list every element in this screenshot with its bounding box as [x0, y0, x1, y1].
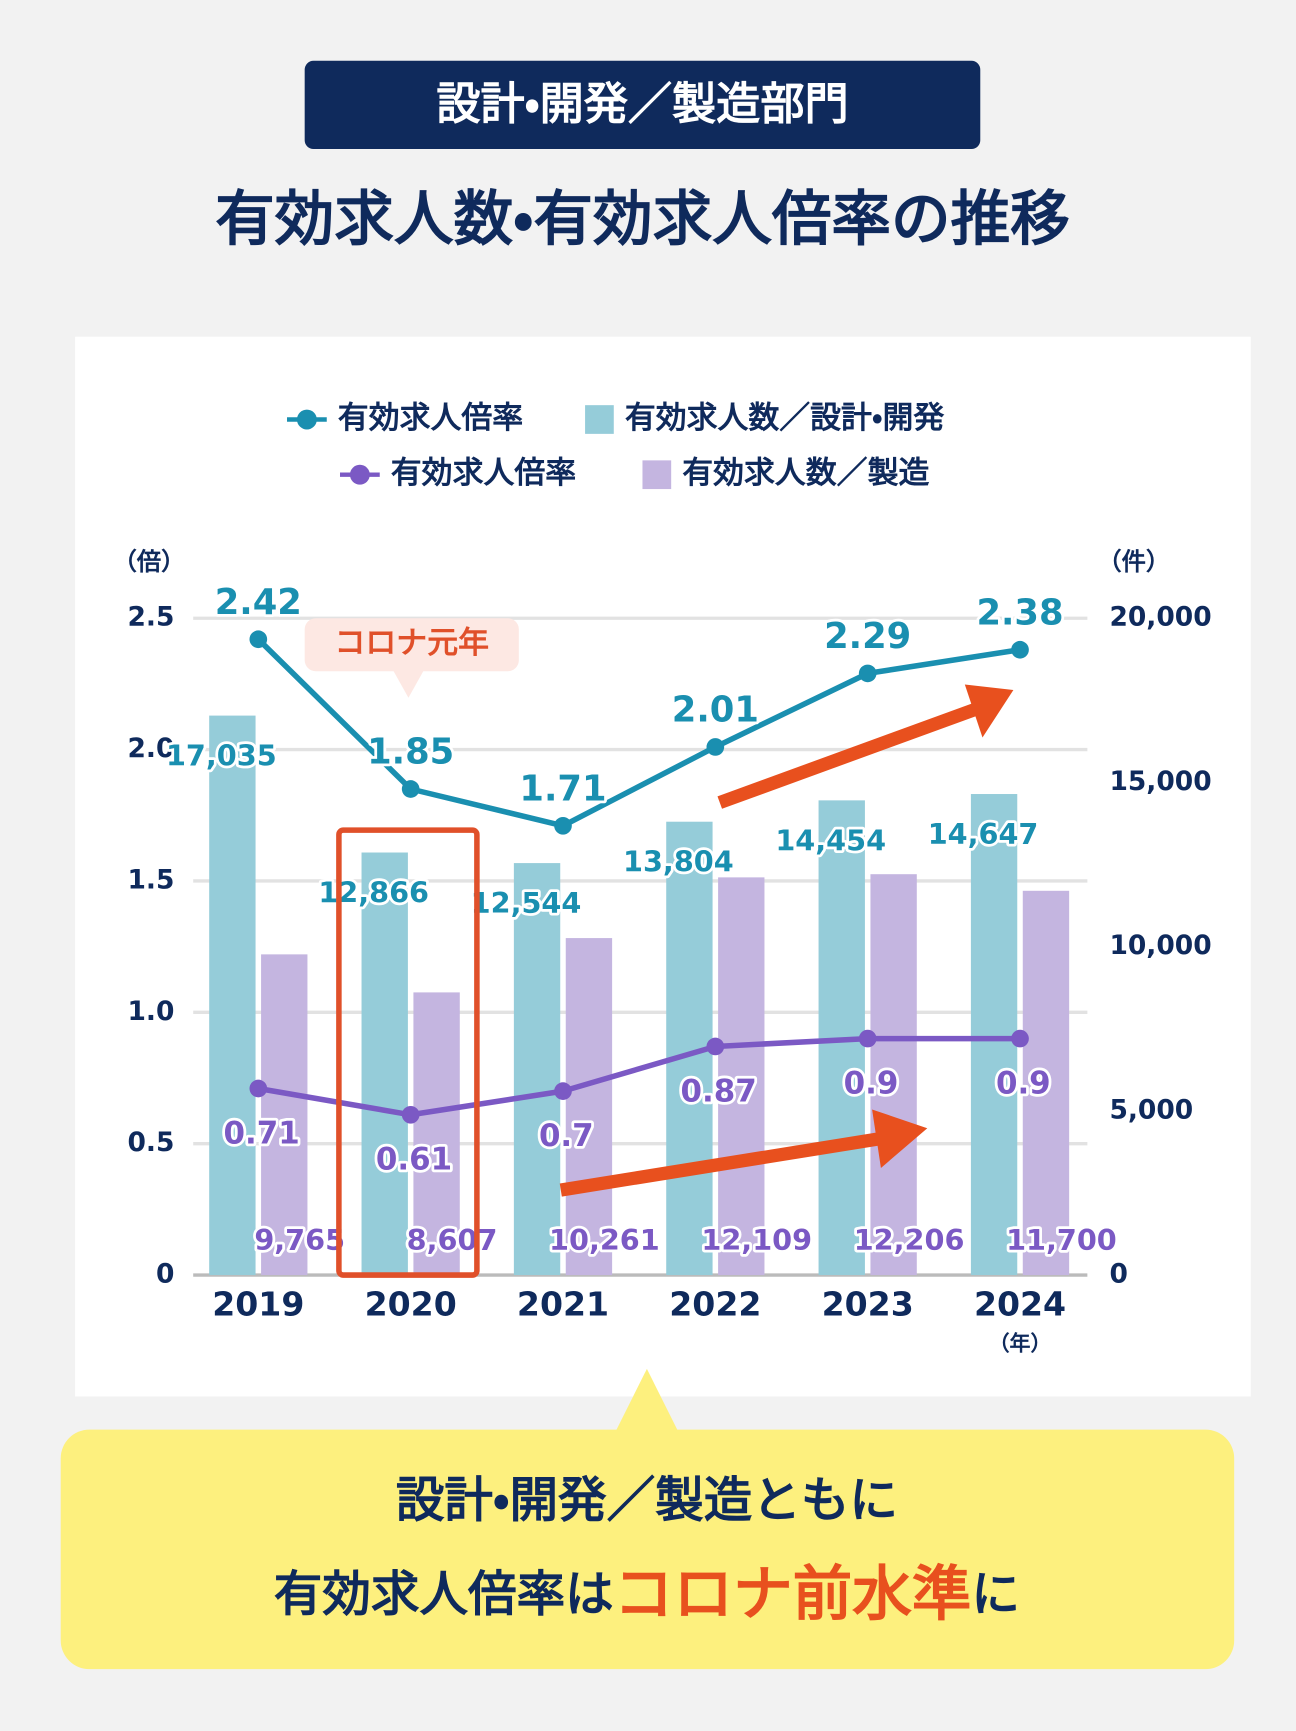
y2-tick-label: 20,000 — [1109, 602, 1211, 633]
legend-label: 有効求人倍率 — [391, 455, 576, 491]
x-tick-label: 2024 — [974, 1284, 1066, 1323]
bar-value-label: 12,866 — [318, 875, 429, 909]
bar — [513, 863, 561, 1276]
line-marker — [249, 1079, 268, 1098]
line-value-label: 0.9 — [996, 1065, 1051, 1101]
y-tick-label: 1.5 — [127, 864, 174, 895]
annotation-bubble — [304, 618, 519, 672]
legend-swatch — [642, 460, 672, 490]
annotation-pointer — [392, 670, 424, 698]
line-marker — [401, 1105, 420, 1124]
trend-arrow — [559, 1131, 885, 1197]
line-marker — [706, 1037, 725, 1056]
callout-box — [60, 1429, 1235, 1670]
bar-value-label: 10,261 — [549, 1223, 660, 1257]
highlight-box — [336, 827, 480, 1278]
line-marker — [1011, 1029, 1029, 1048]
bar-value-label: 13,804 — [623, 845, 734, 879]
y-tick-label: 2.0 — [127, 733, 174, 764]
line-value-label: 2.38 — [976, 592, 1063, 633]
y-tick-label: 2.5 — [127, 602, 174, 633]
trend-arrow-head — [872, 1109, 928, 1168]
line-marker — [1011, 640, 1029, 659]
line-value-label: 1.71 — [519, 768, 606, 809]
bar-value-label: 8,607 — [407, 1223, 498, 1257]
title: 有効求人数・有効求人倍率の推移 — [215, 186, 1070, 255]
callout-line1: 設計・開発／製造ともに — [396, 1473, 898, 1529]
y2-tick-label: 10,000 — [1109, 930, 1211, 961]
y2-tick-label: 5,000 — [1109, 1094, 1193, 1125]
trend-arrow-head — [964, 684, 1014, 738]
line-value-label: 0.9 — [844, 1065, 899, 1101]
callout-text: に — [971, 1566, 1020, 1622]
line-value-label: 0.61 — [376, 1142, 452, 1178]
x-tick-label: 2021 — [517, 1284, 609, 1323]
bar — [261, 954, 308, 1276]
bar — [870, 874, 917, 1276]
bar-value-label: 12,544 — [471, 886, 582, 920]
y-tick-label: 0.5 — [127, 1127, 174, 1158]
line-value-label: 2.29 — [824, 616, 911, 657]
x-tick-label: 2020 — [365, 1284, 457, 1323]
plot: 0 0.5 1.0 1.5 2.0 2.5 0 5,000 10,000 15,000 20,000… — [113, 400, 1212, 1356]
bar — [718, 877, 765, 1276]
bar-value-label: 14,454 — [775, 823, 886, 857]
bar-value-label: 9,765 — [254, 1223, 345, 1257]
bar-value-label: 11,700 — [1006, 1223, 1117, 1257]
bar — [361, 852, 408, 1276]
bar-value-label: 12,109 — [701, 1223, 812, 1257]
annotation: コロナ元年 — [335, 625, 489, 661]
legend-label: 有効求人数／製造 — [682, 455, 929, 491]
bar — [413, 992, 460, 1276]
line-marker — [249, 630, 268, 649]
legend-marker — [349, 464, 370, 485]
line-value-label: 2.01 — [672, 690, 759, 731]
y-tick-label: 1.0 — [127, 996, 174, 1027]
x-tick-label: 2023 — [822, 1284, 914, 1323]
legend-label: 有効求人数／設計・開発 — [625, 400, 946, 436]
line-value-label: 0.7 — [539, 1118, 594, 1154]
line-value-label: 0.87 — [681, 1073, 757, 1109]
bar-value-label: 14,647 — [928, 817, 1039, 851]
y2-tick-label: 0 — [1109, 1259, 1127, 1290]
y-axis-unit: （倍） — [113, 547, 186, 576]
line-marker — [858, 664, 877, 683]
bar — [209, 715, 256, 1276]
legend-marker — [296, 409, 317, 430]
line-marker — [554, 1082, 572, 1100]
line-value-label: 1.85 — [367, 732, 454, 773]
legend-label: 有効求人倍率 — [338, 400, 523, 436]
line-value-label: 2.42 — [215, 582, 302, 623]
callout-line2: 有効求人倍率はコロナ前水準に — [274, 1560, 1020, 1629]
header-tag: 設計・開発／製造部門 — [436, 79, 848, 130]
bar — [970, 794, 1018, 1276]
header-tag-box — [304, 60, 981, 150]
callout-pointer — [613, 1368, 681, 1436]
y2-tick-label: 15,000 — [1109, 766, 1211, 797]
bar-value-label: 17,035 — [166, 739, 277, 773]
line-value-label: 0.71 — [224, 1115, 300, 1151]
line-marker — [554, 816, 572, 835]
x-tick-label: 2022 — [669, 1284, 761, 1323]
x-tick-label: 2019 — [212, 1284, 304, 1323]
line-marker — [858, 1029, 877, 1048]
y2-axis-unit: （件） — [1097, 547, 1170, 576]
bar — [565, 938, 613, 1276]
line — [257, 1035, 1021, 1118]
x-axis-unit: （年） — [989, 1332, 1052, 1356]
line-marker — [706, 738, 725, 756]
line-marker — [401, 780, 420, 798]
callout-text: 有効求人倍率は — [274, 1566, 614, 1622]
line — [256, 637, 1021, 829]
callout-highlight: コロナ前水準 — [614, 1560, 972, 1629]
trend-arrow — [717, 702, 980, 809]
legend-swatch — [585, 405, 614, 434]
y-tick-label: 0 — [156, 1259, 174, 1290]
bar-value-label: 12,206 — [854, 1223, 965, 1257]
bar — [1022, 890, 1070, 1276]
